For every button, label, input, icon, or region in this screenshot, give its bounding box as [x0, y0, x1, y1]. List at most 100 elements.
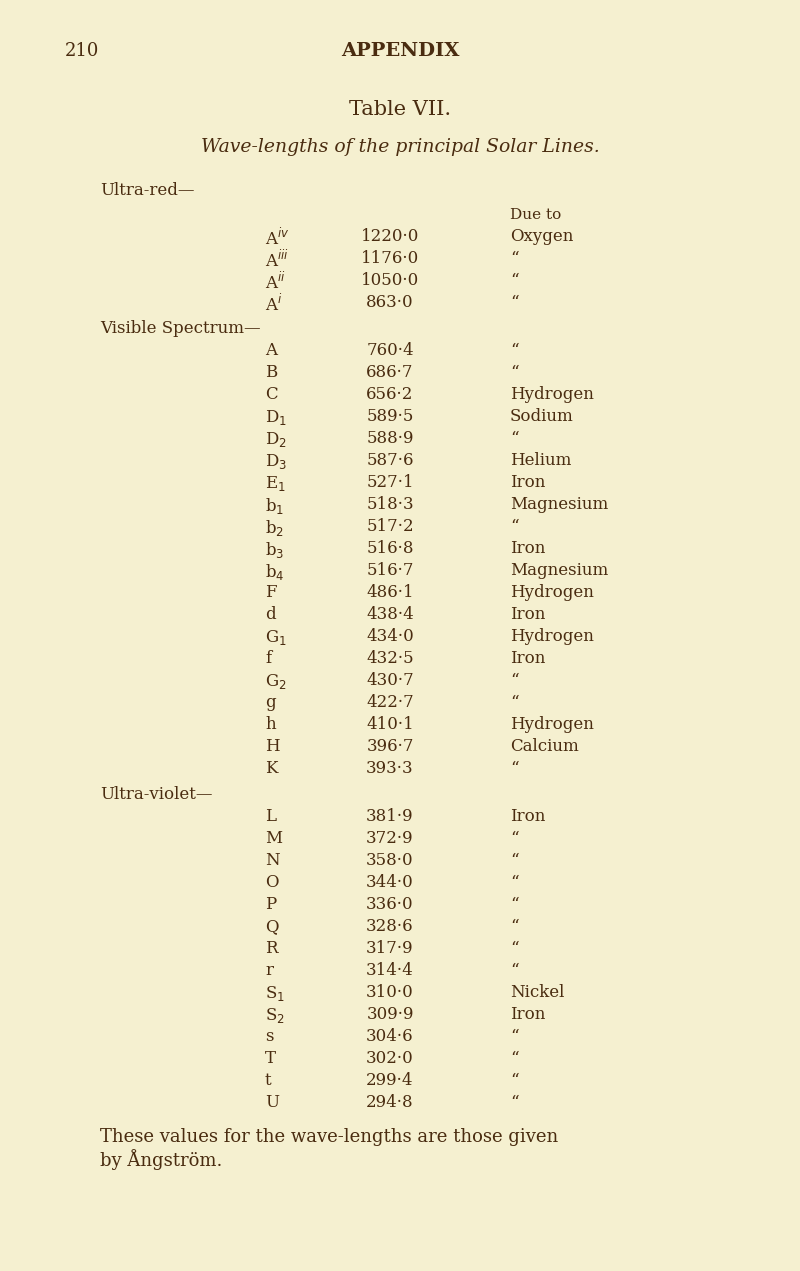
Text: P: P — [265, 896, 276, 913]
Text: 588·9: 588·9 — [366, 430, 414, 447]
Text: Ultra-violet—: Ultra-violet— — [100, 785, 213, 803]
Text: 344·0: 344·0 — [366, 874, 414, 891]
Text: Iron: Iron — [510, 606, 546, 623]
Text: A$^{ii}$: A$^{ii}$ — [265, 272, 286, 294]
Text: 422·7: 422·7 — [366, 694, 414, 710]
Text: N: N — [265, 852, 280, 869]
Text: D$_{1}$: D$_{1}$ — [265, 408, 287, 427]
Text: Ultra-red—: Ultra-red— — [100, 182, 194, 200]
Text: Iron: Iron — [510, 649, 546, 667]
Text: Visible Spectrum—: Visible Spectrum— — [100, 320, 261, 337]
Text: 527·1: 527·1 — [366, 474, 414, 491]
Text: These values for the wave-lengths are those given
by Ångström.: These values for the wave-lengths are th… — [100, 1127, 558, 1171]
Text: 516·8: 516·8 — [366, 540, 414, 557]
Text: Hydrogen: Hydrogen — [510, 583, 594, 601]
Text: G$_{1}$: G$_{1}$ — [265, 628, 287, 647]
Text: “: “ — [510, 896, 518, 913]
Text: 516·7: 516·7 — [366, 562, 414, 580]
Text: 587·6: 587·6 — [366, 452, 414, 469]
Text: 310·0: 310·0 — [366, 984, 414, 1002]
Text: “: “ — [510, 1050, 518, 1066]
Text: “: “ — [510, 250, 518, 267]
Text: b$_{3}$: b$_{3}$ — [265, 540, 284, 561]
Text: 358·0: 358·0 — [366, 852, 414, 869]
Text: 304·6: 304·6 — [366, 1028, 414, 1045]
Text: D$_{2}$: D$_{2}$ — [265, 430, 286, 449]
Text: “: “ — [510, 1071, 518, 1089]
Text: Hydrogen: Hydrogen — [510, 716, 594, 733]
Text: d: d — [265, 606, 276, 623]
Text: 518·3: 518·3 — [366, 496, 414, 513]
Text: A$^{iii}$: A$^{iii}$ — [265, 250, 289, 271]
Text: f: f — [265, 649, 271, 667]
Text: Table VII.: Table VII. — [349, 100, 451, 119]
Text: “: “ — [510, 852, 518, 869]
Text: Due to: Due to — [510, 208, 562, 222]
Text: 314·4: 314·4 — [366, 962, 414, 979]
Text: G$_{2}$: G$_{2}$ — [265, 672, 286, 691]
Text: B: B — [265, 364, 278, 381]
Text: 589·5: 589·5 — [366, 408, 414, 425]
Text: Helium: Helium — [510, 452, 571, 469]
Text: Calcium: Calcium — [510, 738, 578, 755]
Text: A$^{i}$: A$^{i}$ — [265, 294, 282, 315]
Text: 294·8: 294·8 — [366, 1094, 414, 1111]
Text: A$^{iv}$: A$^{iv}$ — [265, 228, 290, 249]
Text: Iron: Iron — [510, 808, 546, 825]
Text: b$_{1}$: b$_{1}$ — [265, 496, 284, 516]
Text: 302·0: 302·0 — [366, 1050, 414, 1066]
Text: Magnesium: Magnesium — [510, 496, 608, 513]
Text: “: “ — [510, 694, 518, 710]
Text: s: s — [265, 1028, 274, 1045]
Text: Hydrogen: Hydrogen — [510, 628, 594, 644]
Text: b$_{4}$: b$_{4}$ — [265, 562, 285, 582]
Text: H: H — [265, 738, 280, 755]
Text: C: C — [265, 386, 278, 403]
Text: L: L — [265, 808, 276, 825]
Text: Magnesium: Magnesium — [510, 562, 608, 580]
Text: 438·4: 438·4 — [366, 606, 414, 623]
Text: g: g — [265, 694, 276, 710]
Text: 336·0: 336·0 — [366, 896, 414, 913]
Text: 381·9: 381·9 — [366, 808, 414, 825]
Text: “: “ — [510, 918, 518, 935]
Text: 430·7: 430·7 — [366, 672, 414, 689]
Text: R: R — [265, 941, 278, 957]
Text: 328·6: 328·6 — [366, 918, 414, 935]
Text: Iron: Iron — [510, 540, 546, 557]
Text: Iron: Iron — [510, 474, 546, 491]
Text: O: O — [265, 874, 278, 891]
Text: F: F — [265, 583, 277, 601]
Text: r: r — [265, 962, 273, 979]
Text: “: “ — [510, 1094, 518, 1111]
Text: Wave-lengths of the principal Solar Lines.: Wave-lengths of the principal Solar Line… — [201, 139, 599, 156]
Text: “: “ — [510, 294, 518, 311]
Text: 863·0: 863·0 — [366, 294, 414, 311]
Text: 1050·0: 1050·0 — [361, 272, 419, 289]
Text: “: “ — [510, 962, 518, 979]
Text: U: U — [265, 1094, 279, 1111]
Text: D$_{3}$: D$_{3}$ — [265, 452, 287, 472]
Text: S$_{2}$: S$_{2}$ — [265, 1007, 285, 1024]
Text: b$_{2}$: b$_{2}$ — [265, 519, 284, 538]
Text: 372·9: 372·9 — [366, 830, 414, 846]
Text: 656·2: 656·2 — [366, 386, 414, 403]
Text: 760·4: 760·4 — [366, 342, 414, 358]
Text: 432·5: 432·5 — [366, 649, 414, 667]
Text: S$_{1}$: S$_{1}$ — [265, 984, 285, 1003]
Text: 1176·0: 1176·0 — [361, 250, 419, 267]
Text: 393·3: 393·3 — [366, 760, 414, 777]
Text: “: “ — [510, 519, 518, 535]
Text: Oxygen: Oxygen — [510, 228, 574, 245]
Text: “: “ — [510, 272, 518, 289]
Text: E$_{1}$: E$_{1}$ — [265, 474, 286, 493]
Text: “: “ — [510, 1028, 518, 1045]
Text: 1220·0: 1220·0 — [361, 228, 419, 245]
Text: 299·4: 299·4 — [366, 1071, 414, 1089]
Text: Sodium: Sodium — [510, 408, 574, 425]
Text: M: M — [265, 830, 282, 846]
Text: 517·2: 517·2 — [366, 519, 414, 535]
Text: h: h — [265, 716, 276, 733]
Text: 434·0: 434·0 — [366, 628, 414, 644]
Text: 396·7: 396·7 — [366, 738, 414, 755]
